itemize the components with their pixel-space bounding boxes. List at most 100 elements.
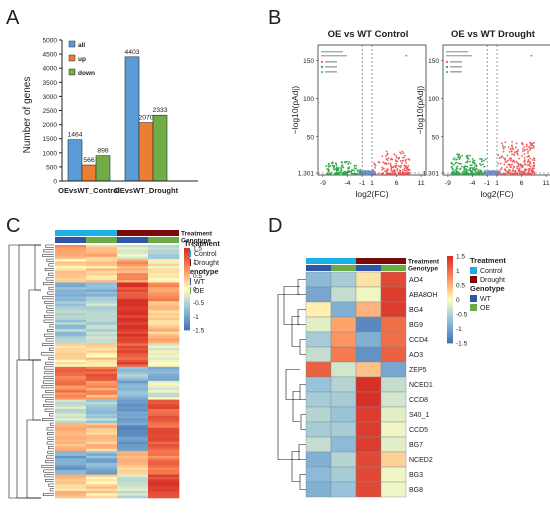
heatmap-cell — [55, 425, 87, 429]
heatmap-cell — [117, 479, 149, 482]
heatmap-cell — [355, 436, 382, 453]
volcano-point-ns — [490, 171, 493, 174]
volcano-title: OE vs WT Drought — [451, 29, 536, 40]
color-scale-segment — [184, 313, 190, 317]
volcano-legend-placeholder — [450, 66, 462, 68]
heatmap-cell — [86, 310, 118, 314]
volcano-point-down — [461, 165, 463, 168]
volcano-point-up — [525, 172, 528, 175]
volcano-point-down — [480, 160, 483, 163]
heatmap-cell — [55, 245, 87, 248]
volcano-point-up — [513, 154, 515, 156]
heatmap-cell — [86, 486, 118, 489]
color-scale-segment — [184, 264, 190, 267]
volcano-point-down — [353, 164, 356, 167]
heatmap-cell — [380, 316, 407, 333]
color-scale-segment — [184, 303, 190, 306]
volcano-point-down — [351, 172, 353, 175]
annotation-genotype-cell — [86, 237, 117, 243]
volcano-point-down — [474, 164, 477, 167]
volcano-point-down — [340, 169, 343, 171]
heatmap-cell — [86, 476, 118, 480]
volcano-point-up — [405, 167, 408, 170]
legend-genotype-label: OE — [480, 305, 490, 312]
heatmap-cell — [148, 334, 180, 337]
volcano-point-down — [465, 170, 467, 173]
volcano-point-down — [462, 170, 465, 173]
panel-c-heatmap: TreatmentGenotypeTreatmentControlDrought… — [8, 230, 220, 499]
heatmap-cell — [117, 261, 149, 265]
volcano-legend-dot — [320, 60, 324, 64]
heatmap-cell — [117, 411, 149, 414]
panel-letter-a: A — [6, 7, 20, 29]
annotation-treatment-cell — [148, 230, 179, 236]
color-scale-segment — [184, 299, 190, 302]
volcano-point-up — [385, 169, 388, 172]
heatmap-cell — [117, 348, 149, 351]
heatmap-cell — [117, 312, 149, 316]
volcano-x-tick-label: 1 — [370, 180, 374, 187]
heatmap-cell — [117, 352, 149, 356]
heatmap-cell — [86, 465, 118, 468]
volcano-point-up — [510, 158, 513, 160]
heatmap-cell — [117, 247, 149, 250]
heatmap-cell — [355, 286, 382, 303]
heatmap-cell — [86, 319, 118, 323]
heatmap-cell — [355, 346, 382, 363]
color-scale-tick-label: 1 — [193, 259, 197, 266]
heatmap-cell — [86, 277, 118, 281]
volcano-point-up — [403, 167, 406, 170]
volcano-point-up — [507, 159, 509, 162]
dendrogram-branch — [44, 371, 54, 375]
dendrogram-branch — [43, 404, 54, 407]
heatmap-cell — [55, 345, 87, 349]
dendrogram-branch — [297, 309, 306, 325]
color-scale-segment — [447, 306, 453, 309]
bar-up-2 — [138, 122, 154, 182]
volcano-point-up — [385, 172, 388, 175]
color-scale-segment — [184, 309, 190, 312]
volcano-point-down — [469, 154, 471, 157]
dendrogram-branch — [41, 464, 54, 468]
dendrogram-branch — [48, 272, 54, 276]
heatmap-cell — [117, 458, 149, 461]
heatmap-cell — [148, 305, 180, 309]
dendrogram-branch — [42, 493, 54, 496]
heatmap-cell — [86, 418, 118, 421]
volcano-point-down — [463, 166, 465, 169]
heatmap-cell — [117, 441, 149, 445]
heatmap-cell — [148, 343, 180, 347]
volcano-point-down — [463, 171, 465, 174]
heatmap-cell — [148, 280, 180, 283]
bar-value-label: 898 — [97, 148, 109, 155]
heatmap-cell — [55, 312, 87, 316]
volcano-point-up — [533, 167, 535, 170]
heatmap-cell — [86, 280, 118, 283]
gene-label: ZEP5 — [409, 367, 427, 374]
volcano-point-down — [336, 169, 339, 172]
heatmap-cell — [55, 273, 87, 276]
heatmap-cell — [86, 444, 118, 447]
heatmap-cell — [55, 394, 87, 398]
bar-chart-y-tick-label: 2000 — [43, 122, 58, 129]
heatmap-cell — [86, 441, 118, 445]
volcano-y-tick-label: 50 — [307, 134, 315, 141]
legend-label-all: all — [78, 42, 85, 49]
dendrogram-branch — [44, 366, 54, 370]
volcano-point-up — [515, 160, 518, 163]
heatmap-cell — [55, 434, 87, 438]
heatmap-cell — [380, 286, 407, 303]
heatmap-cell — [55, 420, 87, 424]
heatmap-cell — [148, 263, 180, 267]
volcano-point-down — [453, 156, 456, 159]
annotation-genotype-cell — [381, 265, 406, 271]
annotation-treatment-cell — [86, 230, 117, 236]
volcano-point-up — [523, 146, 526, 148]
heatmap-cell — [86, 411, 118, 414]
dendrogram-branch — [48, 446, 54, 450]
volcano-point-up — [523, 148, 526, 151]
heatmap-cell — [305, 286, 332, 303]
volcano-point-up — [392, 172, 395, 175]
heatmap-cell — [86, 282, 118, 286]
heatmap-cell — [117, 315, 149, 318]
